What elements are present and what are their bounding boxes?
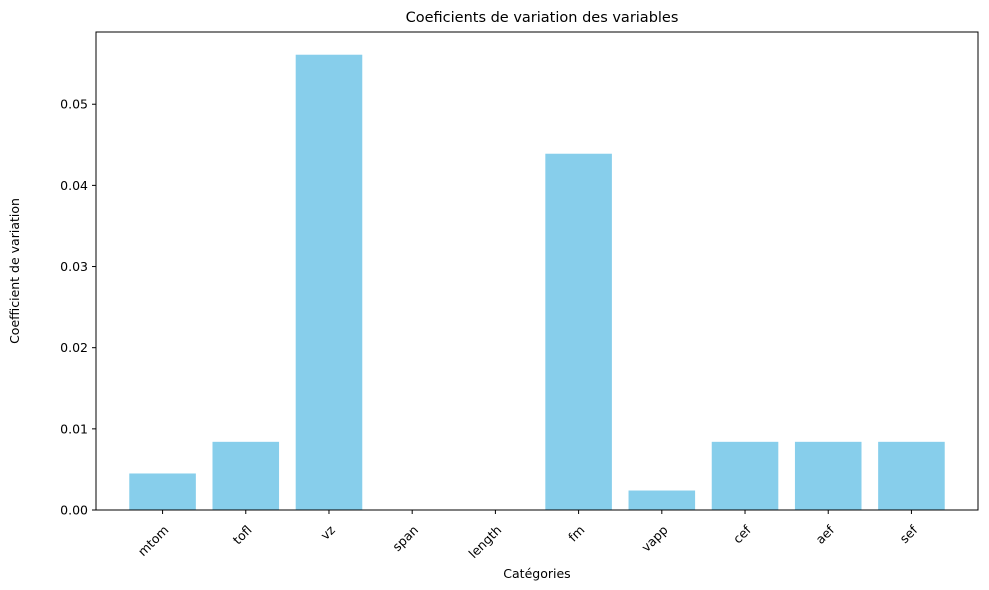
x-tick-label-mtom: mtom <box>135 522 172 559</box>
bar-aef <box>794 441 862 510</box>
bar-cef <box>711 441 779 510</box>
x-tick-label-vapp: vapp <box>638 522 671 555</box>
y-tick-label: 0.04 <box>60 178 88 193</box>
bar-tofl <box>212 441 280 510</box>
y-tick-label: 0.03 <box>60 259 88 274</box>
y-tick-label: 0.05 <box>60 97 88 112</box>
bar-sef <box>878 441 945 510</box>
x-tick-label-cef: cef <box>730 522 754 546</box>
y-tick-label: 0.01 <box>60 421 88 436</box>
x-tick-label-aef: aef <box>813 522 838 547</box>
plot-frame <box>95 31 979 511</box>
x-axis-label: Catégories <box>503 566 570 581</box>
y-tick-label: 0.00 <box>60 503 88 518</box>
x-tick-label-tofl: tofl <box>230 522 255 547</box>
bars-layer <box>129 54 945 511</box>
y-tick-label: 0.02 <box>60 340 88 355</box>
bar-vz <box>295 54 363 510</box>
y-axis-label: Coefficient de variation <box>7 198 22 344</box>
x-tick-label-span: span <box>389 522 421 554</box>
x-tick-label-sef: sef <box>897 522 921 546</box>
bar-vapp <box>628 490 696 510</box>
x-tick-label-vz: vz <box>317 522 338 543</box>
y-axis: 0.00 0.01 0.02 0.03 0.04 0.05 <box>60 97 96 518</box>
x-tick-label-length: length <box>466 522 505 561</box>
chart-title: Coeficients de variation des variables <box>406 10 679 26</box>
x-axis: mtom tofl vz span length fm vapp cef aef sef <box>135 510 921 561</box>
bar-mtom <box>129 473 196 510</box>
bar-fm <box>545 153 612 511</box>
x-tick-label-fm: fm <box>565 522 587 544</box>
